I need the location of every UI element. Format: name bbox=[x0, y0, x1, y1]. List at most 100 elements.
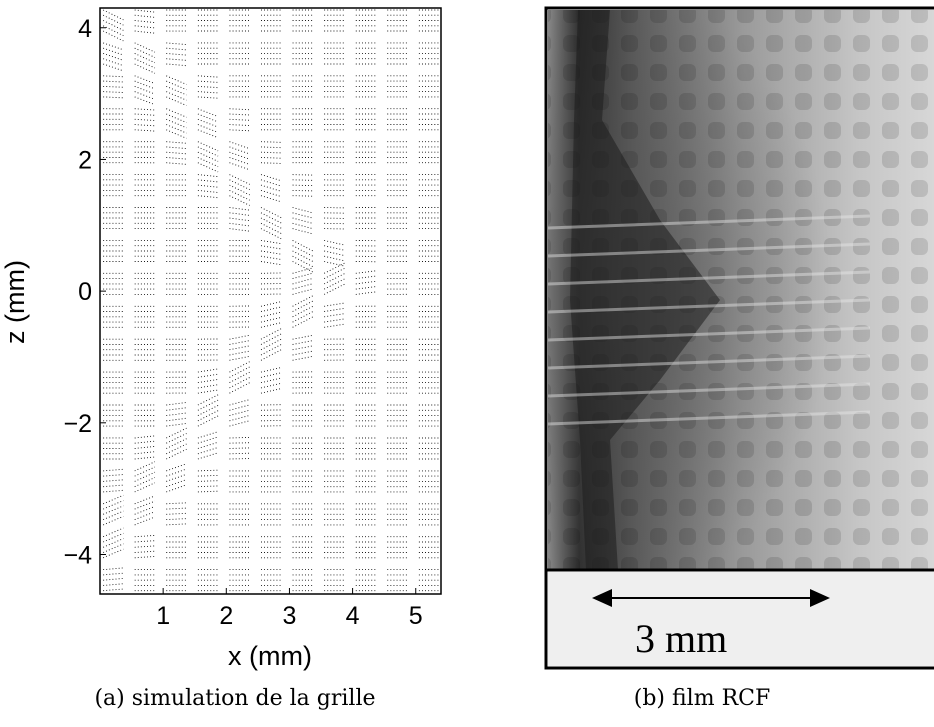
grid-dot-row bbox=[292, 288, 313, 295]
grid-dot-row bbox=[103, 484, 124, 488]
scale-bar-area bbox=[548, 572, 934, 666]
grid-dot-row bbox=[103, 578, 124, 581]
grid-dot-row bbox=[197, 447, 219, 455]
grid-dot-row bbox=[197, 108, 219, 118]
grid-dot-row bbox=[292, 179, 313, 181]
grid-dot-row bbox=[229, 345, 250, 351]
caption-b: (b) film RCF bbox=[633, 686, 771, 711]
grid-dot-row bbox=[292, 228, 313, 235]
grid-dot-row bbox=[324, 261, 345, 267]
grid-dot-row bbox=[197, 96, 219, 99]
grid-dot-row bbox=[260, 316, 282, 323]
grid-dot-row bbox=[292, 217, 313, 224]
grid-dot-row bbox=[197, 399, 219, 411]
grid-dot-row bbox=[134, 75, 156, 85]
grid-dot-row bbox=[324, 278, 345, 290]
grid-dot-row bbox=[166, 523, 187, 526]
grid-dot-row bbox=[324, 318, 345, 323]
grid-dot-row bbox=[260, 338, 282, 351]
grid-dot-row bbox=[229, 124, 250, 126]
rcf-film-image: 3 mm bbox=[544, 6, 934, 670]
grid-dot-row bbox=[134, 534, 155, 538]
grid-dot-row bbox=[292, 350, 313, 356]
grid-dot-row bbox=[166, 484, 187, 493]
grid-dot-row bbox=[229, 420, 250, 427]
grid-dot-row bbox=[134, 445, 155, 449]
grid-dot-row bbox=[134, 108, 155, 111]
grid-marks bbox=[102, 9, 440, 592]
grid-dot-row bbox=[260, 141, 282, 143]
grid-dot-row bbox=[166, 448, 187, 460]
grid-dot-row bbox=[134, 545, 155, 548]
grid-dot-row bbox=[134, 85, 156, 95]
grid-dot-row bbox=[197, 415, 219, 427]
grid-dot-row bbox=[229, 146, 250, 155]
grid-dot-row bbox=[166, 438, 187, 449]
grid-dot-row bbox=[229, 174, 250, 185]
grid-dot-row bbox=[134, 58, 156, 69]
grid-dot-row bbox=[166, 407, 187, 411]
x-tick-label: 3 bbox=[282, 602, 296, 630]
film-streak bbox=[548, 214, 871, 230]
grid-dot-row bbox=[166, 91, 187, 101]
grid-dot-row bbox=[197, 124, 219, 133]
grid-dot-row bbox=[197, 174, 219, 178]
grid-dot-row bbox=[260, 162, 282, 164]
grid-dot-row bbox=[197, 474, 219, 477]
grid-dot-row bbox=[355, 275, 377, 280]
y-axis-ticks: −4 −2 0 2 4 bbox=[63, 15, 106, 569]
grid-dot-row bbox=[260, 195, 282, 203]
grid-dot-row bbox=[260, 228, 282, 240]
caption-a: (a) simulation de la grille bbox=[94, 686, 376, 711]
grid-dot-row bbox=[229, 189, 250, 201]
grid-dot-row bbox=[197, 394, 219, 406]
grid-dot-row bbox=[292, 267, 313, 274]
grid-dot-row bbox=[103, 500, 124, 510]
grid-dot-row bbox=[260, 239, 282, 245]
grid-dot-row bbox=[134, 113, 155, 116]
grid-dot-row bbox=[292, 334, 313, 340]
y-tick-label: 2 bbox=[78, 146, 92, 174]
grid-dot-row bbox=[134, 118, 155, 121]
grid-dot-row bbox=[292, 207, 313, 214]
grid-dot-row bbox=[103, 588, 124, 592]
grid-dot-row bbox=[229, 184, 250, 196]
grid-dot-row bbox=[292, 311, 314, 323]
scale-bar-arrow-right bbox=[810, 589, 830, 607]
grid-dot-row bbox=[197, 80, 219, 83]
grid-dot-row bbox=[260, 306, 282, 312]
grid-dot-row bbox=[134, 556, 155, 559]
grid-dot-row bbox=[260, 222, 282, 234]
grid-dot-row bbox=[292, 255, 314, 268]
grid-dot-row bbox=[166, 85, 187, 96]
grid-dot-row bbox=[229, 141, 250, 150]
grid-dot-row bbox=[134, 451, 155, 455]
grid-dot-row bbox=[260, 146, 282, 149]
grid-dot-row bbox=[134, 456, 155, 460]
x-tick-label: 5 bbox=[409, 602, 423, 630]
grid-dot-row bbox=[103, 494, 124, 505]
grid-dot-row bbox=[292, 195, 313, 197]
grid-dot-row bbox=[229, 350, 250, 356]
grid-dot-row bbox=[323, 283, 345, 295]
grid-dot-row bbox=[197, 452, 219, 460]
grid-dot-row bbox=[103, 80, 124, 83]
grid-dot-row bbox=[229, 118, 250, 121]
grid-dot-row bbox=[324, 323, 345, 328]
grid-dot-row bbox=[197, 179, 219, 183]
grid-dot-row bbox=[103, 548, 124, 559]
grid-dot-row bbox=[197, 384, 219, 389]
grid-dot-row bbox=[166, 463, 187, 472]
grid-dot-row bbox=[197, 75, 219, 78]
grid-dot-row bbox=[260, 377, 282, 384]
grid-dot-row bbox=[260, 328, 282, 340]
grid-dot-row bbox=[134, 511, 156, 521]
grid-dot-row bbox=[166, 423, 187, 427]
grid-dot-row bbox=[260, 311, 282, 318]
grid-dot-row bbox=[197, 162, 219, 173]
grid-dot-row bbox=[166, 512, 187, 515]
grid-dot-row bbox=[292, 189, 313, 192]
grid-dot-row bbox=[197, 146, 219, 157]
grid-dot-row bbox=[292, 277, 313, 285]
grid-dot-row bbox=[324, 239, 345, 246]
